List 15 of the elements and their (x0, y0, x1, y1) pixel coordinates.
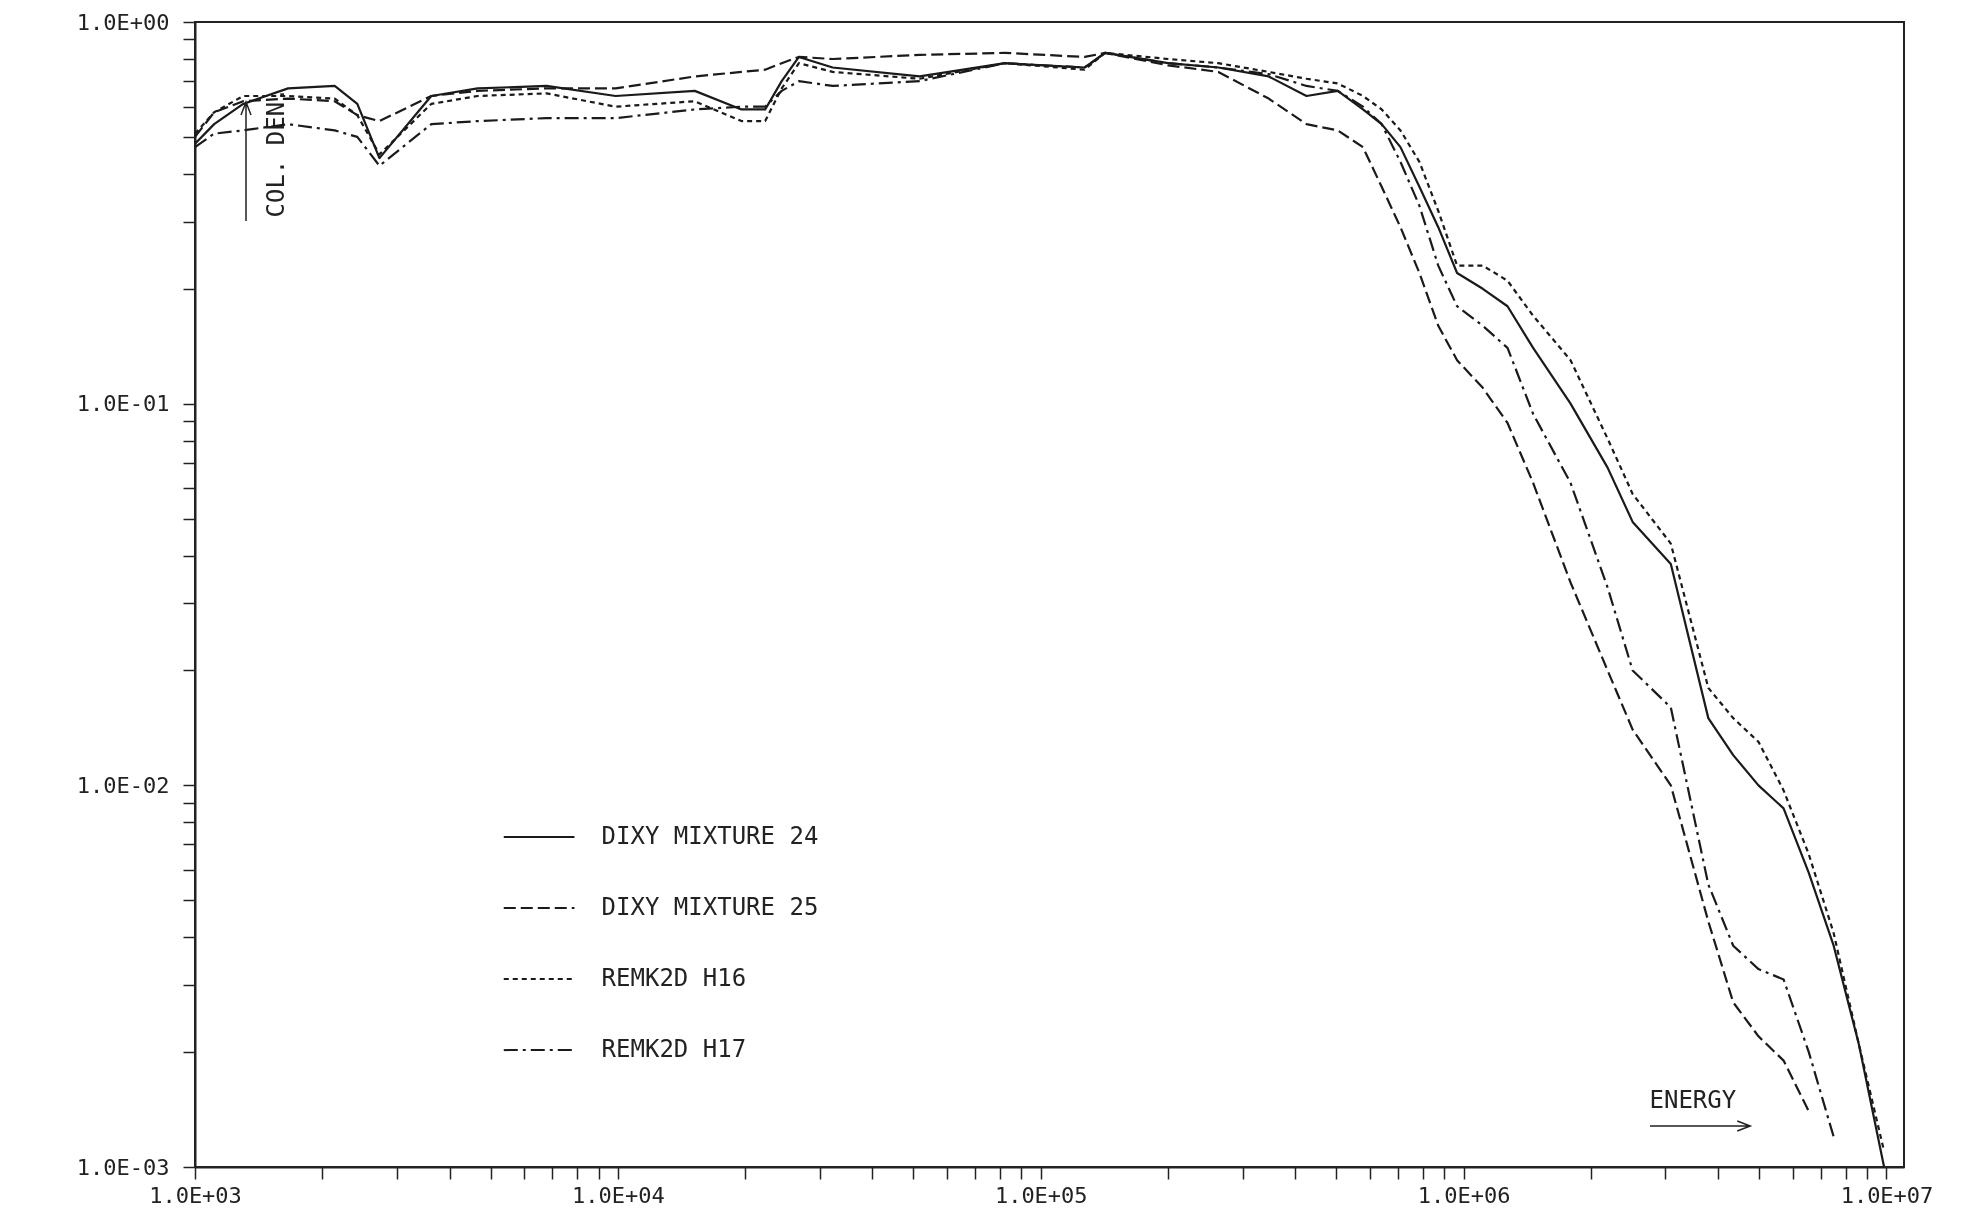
y-axis-title: COL. DEN. (261, 87, 290, 218)
x-axis-title: ENERGY (1649, 1085, 1737, 1114)
legend-label: REMK2D H17 (601, 1035, 747, 1064)
legend-label: REMK2D H16 (601, 964, 747, 993)
legend-label: DIXY MIXTURE 25 (601, 893, 819, 922)
x-tick-label: 1.0E+07 (1840, 1182, 1934, 1208)
y-tick-label: 1.0E-01 (76, 391, 170, 417)
x-tick-label: 1.0E+05 (994, 1182, 1088, 1208)
y-tick-label: 1.0E-02 (76, 772, 170, 798)
x-tick-label: 1.0E+03 (149, 1182, 242, 1208)
y-tick-label: 1.0E-03 (76, 1154, 170, 1180)
x-tick-label: 1.0E+04 (572, 1182, 665, 1208)
x-tick-label: 1.0E+06 (1417, 1182, 1511, 1208)
y-tick-label: 1.0E+00 (76, 9, 170, 35)
legend-label: DIXY MIXTURE 24 (601, 822, 819, 851)
